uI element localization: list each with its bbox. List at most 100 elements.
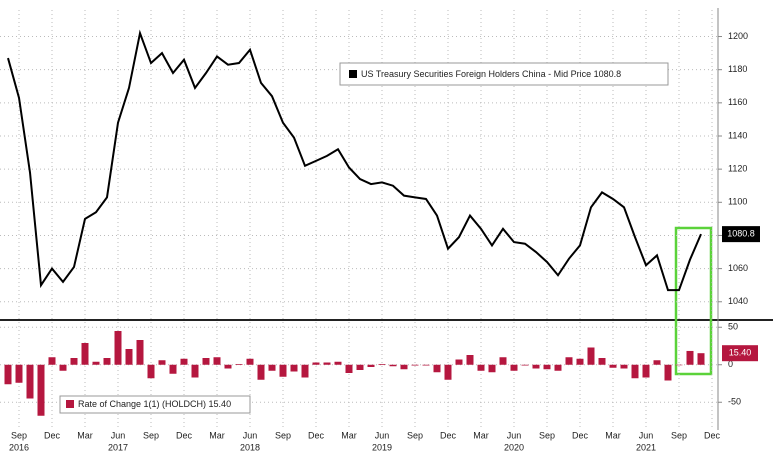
bar [367,364,375,367]
bar [455,359,463,365]
bar [499,357,507,365]
bar [180,358,188,365]
bar [235,364,243,365]
bar [136,340,144,365]
x-year-label: 2017 [108,442,128,452]
last-value-label: 15.40 [729,348,752,358]
x-tick-label: Dec [572,430,589,440]
bar [609,364,617,368]
bar [257,364,265,380]
x-year-label: 2018 [240,442,260,452]
x-tick-label: Sep [407,430,423,440]
y-tick-label: 1060 [728,263,748,273]
bar [631,364,639,379]
bar [389,364,397,367]
bar [59,364,67,371]
x-tick-label: Mar [473,430,489,440]
bar [290,364,298,372]
x-tick-label: Dec [308,430,325,440]
bar [81,343,89,365]
bar [191,364,199,378]
y-tick-label: 50 [728,322,738,332]
bar [147,364,155,379]
x-tick-label: Sep [11,430,27,440]
bar [697,353,705,365]
bar [158,360,166,365]
last-value-label: 1080.8 [727,229,755,239]
bar [411,364,419,366]
legend-swatch [349,70,357,78]
x-tick-label: Dec [44,430,61,440]
bar [664,364,672,381]
bar [70,358,78,365]
bar [466,355,474,365]
bar [554,364,562,371]
bar [444,364,452,380]
bar [103,358,111,365]
x-year-label: 2021 [636,442,656,452]
y-tick-label: 1160 [728,97,747,107]
y-tick-label: 1140 [728,130,747,140]
bar [565,357,573,365]
bar [686,350,694,365]
y-tick-label: 1200 [728,31,748,41]
bar [323,362,331,365]
x-tick-label: Jun [639,430,654,440]
legend-label: Rate of Change 1(1) (HOLDCH) 15.40 [78,399,231,409]
bar [301,364,309,378]
x-tick-label: Mar [209,430,225,440]
bar [114,331,122,365]
y-tick-label: 1120 [728,164,747,174]
x-tick-label: Jun [243,430,258,440]
x-tick-label: Dec [704,430,721,440]
bar [422,364,430,366]
last-value-tag [722,345,758,362]
bar [169,364,177,374]
bar [576,358,584,365]
bar [26,364,34,399]
bar [268,364,276,371]
bar [510,364,518,371]
bar [213,357,221,365]
bar [125,349,133,365]
x-tick-label: Mar [341,430,357,440]
legend-label: US Treasury Securities Foreign Holders C… [361,69,621,79]
x-tick-label: Sep [539,430,555,440]
x-tick-label: Dec [440,430,457,440]
x-tick-label: Sep [275,430,291,440]
bar [433,364,441,373]
legend-box [339,62,669,86]
y-tick-label: 1100 [728,197,747,207]
bar [48,357,56,365]
bar [400,364,408,370]
bar [92,361,100,365]
x-year-label: 2019 [372,442,392,452]
legend-swatch [66,400,74,408]
y-tick-label: -50 [728,397,741,407]
x-tick-label: Jun [375,430,390,440]
x-tick-label: Jun [507,430,522,440]
bar [653,360,661,365]
bar [15,364,23,383]
x-tick-label: Sep [143,430,159,440]
x-tick-label: Mar [605,430,621,440]
y-tick-label: 1180 [728,64,747,74]
bar [356,364,364,370]
bar [202,358,210,365]
x-tick-label: Dec [176,430,193,440]
bar [521,364,529,366]
bar [587,347,595,365]
bar [543,364,551,370]
bar [334,361,342,365]
bar [279,364,287,377]
x-year-label: 2020 [504,442,524,452]
x-tick-label: Mar [77,430,93,440]
bar [378,364,386,365]
bar [224,364,232,369]
legend-box [59,395,251,414]
x-year-label: 2016 [9,442,29,452]
bar [532,364,540,369]
y-tick-label: 1040 [728,296,748,306]
bar [246,358,254,365]
